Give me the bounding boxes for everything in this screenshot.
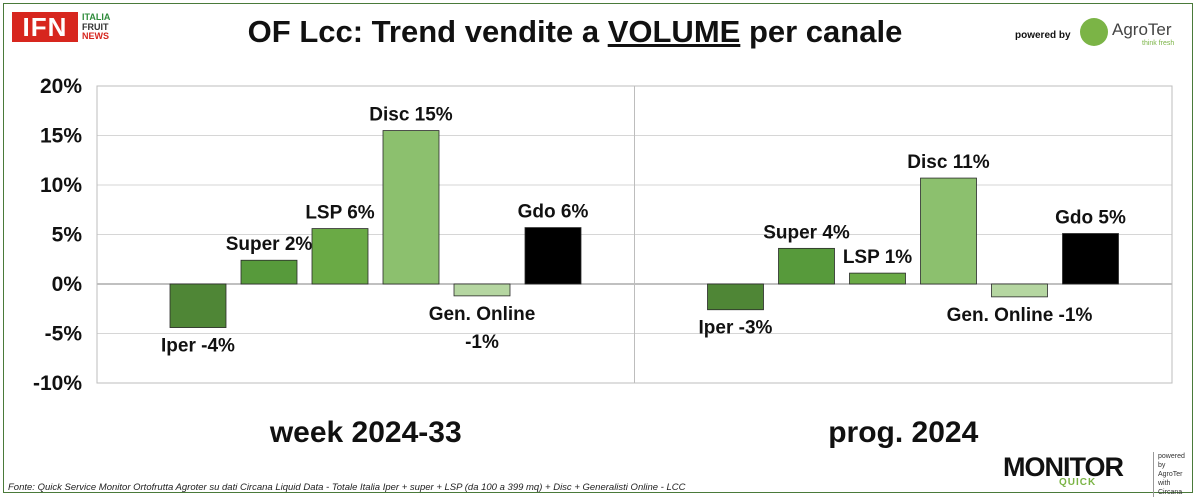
monitor-side-line: AgroTer [1158, 471, 1183, 478]
agroter-logo: AgroTer think fresh [1080, 18, 1190, 48]
bar [311, 228, 369, 285]
y-tick-label: 0% [52, 273, 83, 296]
ifn-sub-line-2: FRUIT [82, 21, 109, 32]
y-tick-label: 10% [40, 174, 82, 197]
data-label: Super 2% [226, 234, 313, 255]
data-label: -1% [465, 332, 499, 353]
monitor-side-text: powered by AgroTer with Circana [1153, 452, 1193, 497]
data-label: Iper -4% [161, 336, 235, 357]
ifn-logo-mark: IFN [12, 12, 78, 42]
y-tick-label: 15% [40, 125, 82, 148]
bar [920, 177, 977, 285]
monitor-side-line: Circana [1158, 489, 1183, 496]
data-label: Gdo 6% [518, 202, 589, 223]
data-label: Gen. Online -1% [947, 305, 1093, 326]
data-label: LSP 1% [843, 247, 912, 268]
period-label: week 2024-33 [269, 416, 462, 449]
data-label: Super 4% [763, 222, 850, 243]
data-label: Disc 15% [369, 105, 453, 126]
chart-title: OF Lcc: Trend vendite a VOLUME per canal… [160, 14, 990, 50]
bar [169, 283, 227, 328]
monitor-word: MONITOR [1003, 452, 1124, 482]
title-post: per canale [740, 14, 903, 49]
title-emphasis: VOLUME [607, 14, 741, 49]
agroter-name: AgroTer [1112, 20, 1172, 39]
bar [240, 259, 298, 285]
bar [778, 247, 835, 285]
bar [382, 130, 440, 285]
bar [991, 283, 1048, 298]
data-label: LSP 6% [305, 203, 374, 224]
ifn-sub-line-1: ITALIA [82, 12, 111, 22]
data-label: Gdo 5% [1055, 208, 1126, 229]
bar [1062, 233, 1119, 285]
bar [524, 227, 582, 285]
data-label: Iper -3% [699, 318, 773, 339]
period-label: prog. 2024 [828, 416, 978, 449]
monitor-quick-word: QUICK [1059, 477, 1097, 488]
chart-frame [3, 3, 1193, 493]
monitor-side-line: powered by [1158, 453, 1185, 469]
agroter-tree-icon [1080, 18, 1108, 46]
monitor-side-line: with [1158, 480, 1171, 487]
agroter-tagline: think fresh [1142, 40, 1175, 47]
bar [453, 283, 511, 297]
y-tick-label: 20% [40, 75, 82, 98]
data-label: Gen. Online [429, 304, 536, 325]
bar [849, 272, 906, 285]
ifn-logo: IFN ITALIA FRUIT NEWS [12, 12, 127, 42]
footer-source: Fonte: Quick Service Monitor Ortofrutta … [8, 482, 686, 493]
ifn-logo-subtitle: ITALIA FRUIT NEWS [82, 12, 111, 42]
data-label: Disc 11% [907, 152, 989, 173]
title-pre: OF Lcc: Trend vendite a [247, 14, 608, 49]
ifn-sub-line-3: NEWS [82, 31, 109, 41]
powered-by-label: powered by [1015, 30, 1071, 41]
bar [707, 283, 764, 311]
y-tick-label: -5% [45, 323, 83, 346]
y-tick-label: -10% [33, 372, 82, 395]
y-tick-label: 5% [52, 224, 83, 247]
monitor-quick-logo: MONITOR QUICK powered by AgroTer with Ci… [1003, 452, 1193, 497]
